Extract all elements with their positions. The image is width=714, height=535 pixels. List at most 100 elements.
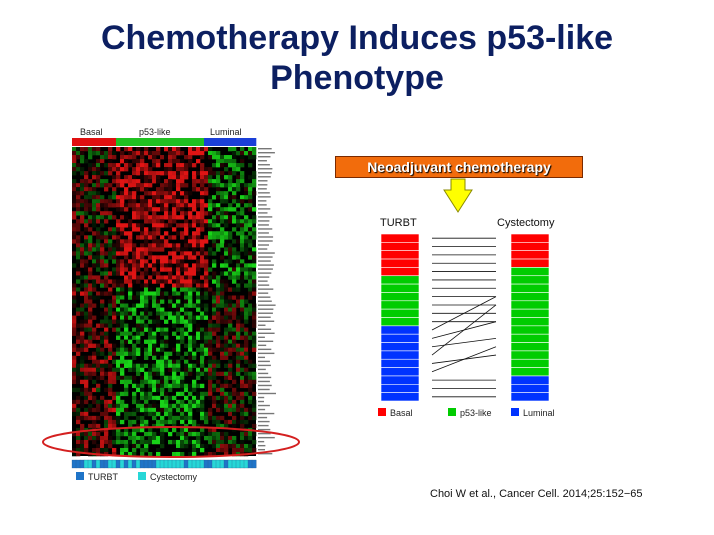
heatmap-cell [104, 331, 109, 336]
heatmap-cell [156, 411, 161, 417]
heatmap-cell [100, 411, 105, 417]
heatmap-cell [252, 155, 257, 160]
heatmap-cell [244, 407, 249, 413]
heatmap-cell [100, 183, 105, 188]
heatmap-cell [132, 259, 137, 264]
heatmap-cell [80, 243, 85, 248]
heatmap-cell [208, 439, 213, 445]
heatmap-cell [184, 383, 189, 389]
heatmap-cell [148, 247, 153, 252]
heatmap-cell [120, 343, 125, 348]
heatmap-cell [244, 263, 249, 268]
heatmap-cell [112, 151, 117, 156]
gene-label-mark [258, 276, 270, 278]
heatmap-cell [216, 451, 221, 457]
heatmap-cell [220, 207, 225, 212]
heatmap-cell [76, 375, 81, 381]
turbt-cell-p53_like [380, 283, 420, 293]
heatmap-cell [184, 351, 189, 356]
heatmap-cell [192, 247, 197, 252]
heatmap-cell [252, 263, 257, 268]
heatmap-cell [72, 147, 77, 152]
heatmap-cell [200, 259, 205, 264]
heatmap-cell [224, 355, 229, 360]
heatmap-cell [244, 351, 249, 356]
neoadjuvant-chemotherapy-box: Neoadjuvant chemotherapy [335, 156, 583, 178]
heatmap-cell [100, 235, 105, 240]
heatmap-cell [88, 219, 93, 224]
heatmap-cell [184, 291, 189, 296]
heatmap-cell [116, 367, 121, 373]
heatmap-cell [124, 451, 129, 457]
heatmap-cell [112, 267, 117, 272]
heatmap-cell [252, 407, 257, 413]
heatmap-cell [80, 283, 85, 288]
heatmap-cell [212, 235, 217, 240]
heatmap-cell [188, 251, 193, 256]
heatmap-cell [180, 231, 185, 236]
heatmap-cell [196, 327, 201, 332]
heatmap-cell [140, 203, 145, 208]
heatmap-cell [236, 363, 241, 369]
heatmap-cell [80, 191, 85, 196]
heatmap-cell [236, 395, 241, 401]
heatmap-cell [224, 447, 229, 453]
heatmap-cell [248, 291, 253, 296]
heatmap-cell [160, 275, 165, 280]
heatmap-cell [96, 347, 101, 352]
heatmap-cell [140, 207, 145, 212]
heatmap-cell [236, 295, 241, 300]
heatmap-cell [132, 191, 137, 196]
heatmap-cell [216, 303, 221, 308]
heatmap-cell [164, 183, 169, 188]
heatmap-cell [108, 163, 113, 168]
heatmap-cell [76, 415, 81, 421]
heatmap-cell [140, 231, 145, 236]
heatmap-cell [108, 231, 113, 236]
heatmap-cell [104, 199, 109, 204]
heatmap-cell [116, 323, 121, 328]
heatmap-cell [244, 203, 249, 208]
heatmap-cell [144, 207, 149, 212]
heatmap-cell [108, 215, 113, 220]
heatmap-cell [200, 147, 205, 152]
heatmap-cell [224, 191, 229, 196]
heatmap-cell [160, 399, 165, 405]
heatmap-cell [248, 435, 253, 441]
heatmap-cell [224, 335, 229, 340]
heatmap-cell [220, 435, 225, 441]
heatmap-cell [172, 255, 177, 260]
heatmap-cell [116, 279, 121, 284]
heatmap-cell [196, 431, 201, 437]
heatmap-cell [172, 227, 177, 232]
heatmap-cell [160, 215, 165, 220]
heatmap-cell [132, 187, 137, 192]
heatmap-cell [248, 363, 253, 369]
heatmap-cell [92, 355, 97, 360]
heatmap-cell [244, 367, 249, 373]
heatmap-cell [96, 231, 101, 236]
heatmap-cell [204, 191, 209, 196]
heatmap-cell [100, 255, 105, 260]
heatmap-cell [240, 399, 245, 405]
heatmap-cell [172, 367, 177, 373]
heatmap-cell [100, 195, 105, 200]
heatmap-cell [76, 387, 81, 393]
heatmap-cell [120, 223, 125, 228]
heatmap-cell [104, 231, 109, 236]
group-bar-cell [140, 138, 145, 146]
heatmap-cell [216, 187, 221, 192]
heatmap-cell [148, 263, 153, 268]
heatmap-cell [136, 255, 141, 260]
heatmap-cell [184, 239, 189, 244]
heatmap-cell [176, 351, 181, 356]
heatmap-cell [124, 259, 129, 264]
heatmap-cell [108, 347, 113, 352]
heatmap-cell [176, 367, 181, 373]
heatmap-cell [232, 387, 237, 393]
heatmap-cell [236, 447, 241, 453]
heatmap-cell [160, 367, 165, 373]
heatmap-cell [240, 207, 245, 212]
heatmap-cell [248, 283, 253, 288]
heatmap-cell [212, 195, 217, 200]
